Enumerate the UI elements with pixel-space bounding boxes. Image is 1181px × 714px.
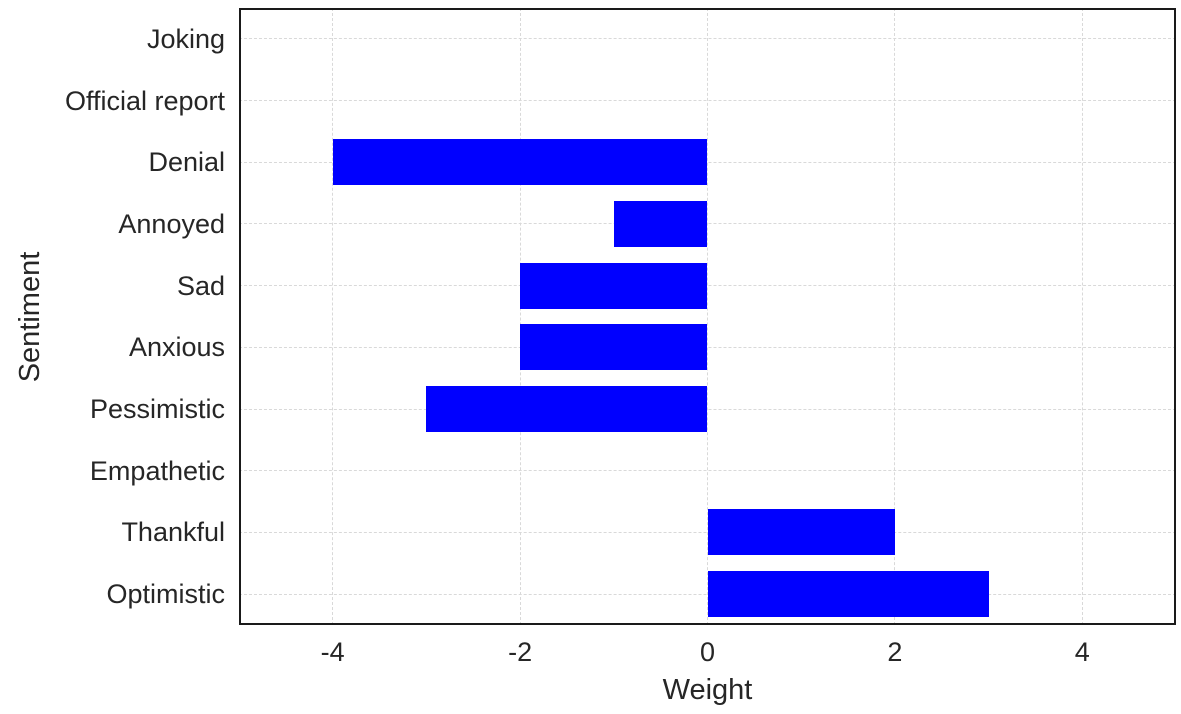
y-tick-label: Official report — [64, 85, 225, 116]
y-gridline — [239, 408, 1176, 410]
x-tick-label: -4 — [320, 637, 345, 667]
y-gridline — [239, 161, 1176, 163]
y-gridline — [239, 346, 1176, 348]
x-gridline — [332, 8, 334, 625]
y-tick-label: Sad — [176, 270, 225, 301]
x-tick-label: 4 — [1074, 637, 1090, 667]
x-gridline — [707, 8, 708, 625]
y-tick-label: Thankful — [121, 517, 225, 548]
x-gridline — [894, 8, 896, 625]
x-tick-label: 2 — [887, 637, 903, 667]
bar-thankful — [707, 509, 895, 556]
bar-optimistic — [707, 571, 989, 618]
x-axis-label: Weight — [662, 674, 753, 706]
bar-pessimistic — [426, 386, 708, 433]
y-gridline — [239, 285, 1176, 287]
bar-anxious — [520, 324, 708, 371]
y-gridline — [239, 470, 1176, 472]
bar-denial — [332, 139, 708, 186]
y-gridline — [239, 100, 1176, 102]
y-gridline — [239, 223, 1176, 225]
y-tick-label: Annoyed — [118, 208, 225, 239]
x-gridline — [519, 8, 521, 625]
bar-annoyed — [613, 200, 708, 247]
y-tick-label: Joking — [146, 23, 225, 54]
x-tick-label: 0 — [699, 637, 716, 667]
y-tick-label: Denial — [148, 147, 225, 178]
y-tick-label: Empathetic — [89, 455, 225, 486]
y-tick-label: Anxious — [128, 332, 225, 363]
y-tick-label: Pessimistic — [89, 394, 225, 425]
bar-sad — [520, 262, 708, 309]
x-gridline — [1081, 8, 1083, 625]
x-tick-label: -2 — [508, 637, 533, 667]
y-gridline — [239, 38, 1176, 40]
y-tick-label: Optimistic — [106, 579, 225, 610]
